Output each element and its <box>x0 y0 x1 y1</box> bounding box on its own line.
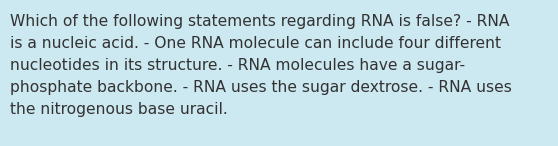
Text: the nitrogenous base uracil.: the nitrogenous base uracil. <box>10 102 228 117</box>
Text: phosphate backbone. - RNA uses the sugar dextrose. - RNA uses: phosphate backbone. - RNA uses the sugar… <box>10 80 512 95</box>
Text: nucleotides in its structure. - RNA molecules have a sugar-: nucleotides in its structure. - RNA mole… <box>10 58 465 73</box>
Text: Which of the following statements regarding RNA is false? - RNA: Which of the following statements regard… <box>10 14 509 29</box>
Text: is a nucleic acid. - One RNA molecule can include four different: is a nucleic acid. - One RNA molecule ca… <box>10 36 501 51</box>
